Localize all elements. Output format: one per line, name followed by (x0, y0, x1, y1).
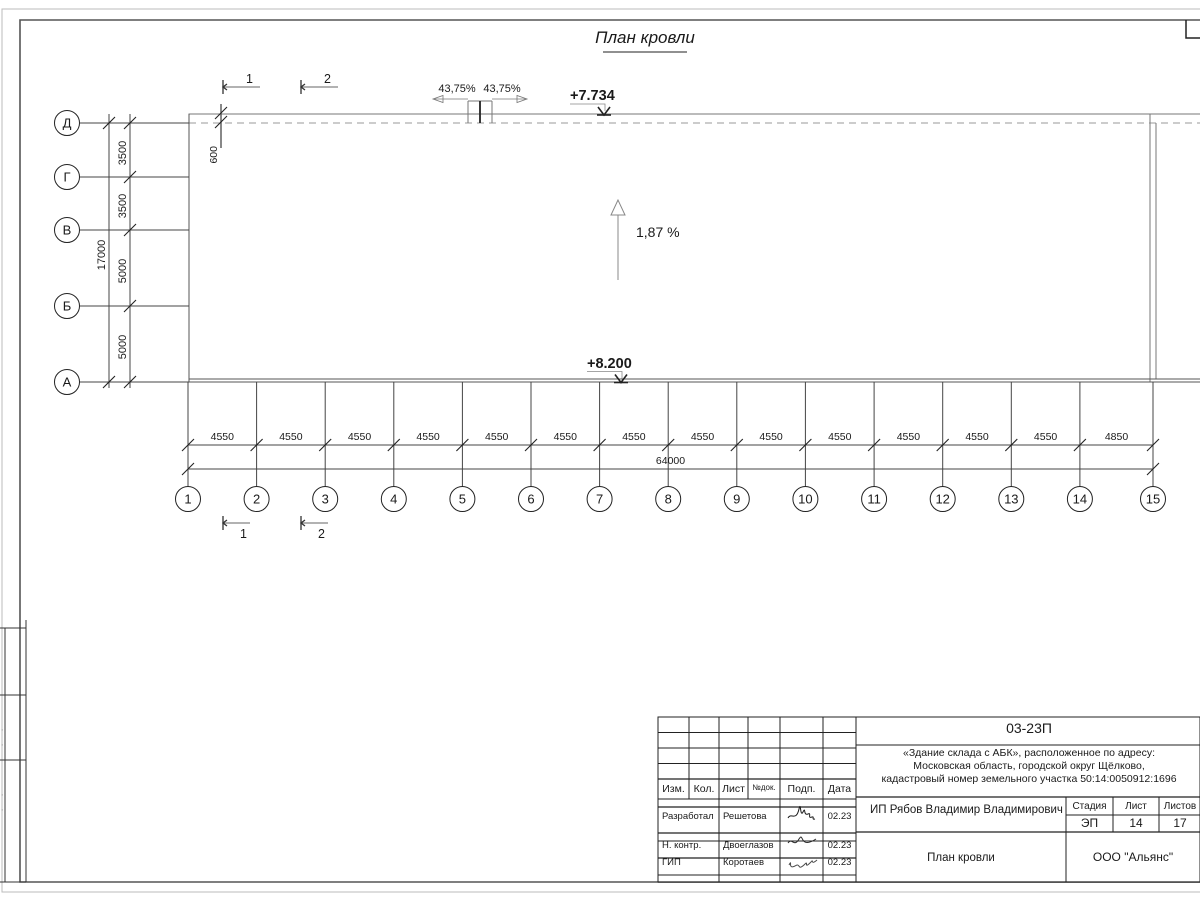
svg-text::: : (0, 809, 5, 811)
svg-text::: : (0, 729, 5, 731)
svg-text:2: 2 (253, 492, 260, 507)
svg-text:5000: 5000 (117, 335, 129, 359)
svg-text:План кровли: План кровли (927, 852, 995, 864)
svg-text:+8.200: +8.200 (587, 356, 632, 372)
svg-text:Листов: Листов (1164, 801, 1197, 812)
svg-text:Двоеглазов: Двоеглазов (723, 840, 774, 851)
svg-text:9: 9 (733, 492, 740, 507)
svg-text:Подп.: Подп. (788, 783, 816, 795)
svg-text:Г: Г (63, 170, 70, 185)
svg-text:Н. контр.: Н. контр. (662, 840, 701, 851)
svg-text:ООО "Альянс": ООО "Альянс" (1093, 850, 1173, 864)
svg-text:4: 4 (390, 492, 397, 507)
svg-text:Изм.: Изм. (662, 783, 685, 795)
svg-text:3500: 3500 (117, 194, 129, 218)
svg-text:4550: 4550 (828, 431, 852, 443)
svg-text:2: 2 (324, 72, 331, 86)
svg-text:13: 13 (1004, 492, 1018, 507)
svg-text:4550: 4550 (348, 431, 372, 443)
svg-text:14: 14 (1129, 816, 1143, 830)
svg-text:17: 17 (1173, 816, 1187, 830)
svg-text:Московская область, городской: Московская область, городской округ Щёлк… (913, 760, 1145, 772)
svg-text:ЭП: ЭП (1081, 816, 1098, 830)
svg-text:4550: 4550 (1034, 431, 1058, 443)
svg-text:А: А (63, 375, 72, 390)
svg-text:В: В (63, 223, 72, 238)
svg-text:600: 600 (208, 146, 220, 164)
svg-text:Д: Д (63, 116, 72, 131)
svg-text:4550: 4550 (211, 431, 235, 443)
svg-text:5000: 5000 (117, 259, 129, 283)
svg-text:4550: 4550 (691, 431, 715, 443)
svg-text:1: 1 (246, 72, 253, 86)
svg-text:Кол.: Кол. (694, 783, 715, 795)
svg-text:4550: 4550 (485, 431, 509, 443)
svg-text:1,87 %: 1,87 % (636, 224, 680, 240)
svg-text:1: 1 (184, 492, 191, 507)
svg-text:14: 14 (1073, 492, 1087, 507)
svg-text:10: 10 (798, 492, 812, 507)
svg-text:Разработал: Разработал (662, 811, 714, 822)
svg-text:15: 15 (1146, 492, 1160, 507)
svg-text:02.23: 02.23 (828, 840, 852, 851)
svg-text:Стадия: Стадия (1072, 801, 1106, 812)
svg-text:1: 1 (240, 527, 247, 541)
svg-text:4550: 4550 (965, 431, 989, 443)
svg-text:+7.734: +7.734 (570, 88, 615, 104)
svg-text::: : (0, 744, 5, 746)
svg-text:6: 6 (527, 492, 534, 507)
svg-text:43,75%: 43,75% (438, 83, 476, 95)
svg-text:03-23П: 03-23П (1006, 720, 1052, 736)
svg-text:3: 3 (322, 492, 329, 507)
svg-text:64000: 64000 (656, 455, 685, 467)
svg-text:4550: 4550 (279, 431, 303, 443)
svg-text:Лист: Лист (1125, 801, 1147, 812)
svg-text:4550: 4550 (554, 431, 578, 443)
svg-text:3500: 3500 (117, 141, 129, 165)
svg-text:Лист: Лист (722, 783, 745, 795)
svg-text::: : (0, 794, 5, 796)
svg-text:ГИП: ГИП (662, 857, 681, 868)
svg-text:7: 7 (596, 492, 603, 507)
svg-text:2: 2 (318, 527, 325, 541)
svg-text:«Здание склада с АБК», располо: «Здание склада с АБК», расположенное по … (903, 747, 1155, 759)
svg-text:План кровли: План кровли (595, 28, 695, 47)
svg-text:17000: 17000 (96, 240, 108, 271)
svg-text:4850: 4850 (1105, 431, 1129, 443)
svg-text:ИП Рябов Владимир Владимирович: ИП Рябов Владимир Владимирович (870, 804, 1063, 816)
svg-text:4550: 4550 (622, 431, 646, 443)
svg-text:8: 8 (665, 492, 672, 507)
svg-text:Б: Б (63, 299, 72, 314)
svg-text:кадастровый номер земельного у: кадастровый номер земельного участка 50:… (881, 773, 1176, 785)
svg-text:Дата: Дата (828, 783, 851, 795)
svg-text:5: 5 (459, 492, 466, 507)
svg-text:4550: 4550 (759, 431, 783, 443)
svg-text:12: 12 (935, 492, 949, 507)
svg-text:№док.: №док. (752, 783, 775, 792)
svg-text:Решетова: Решетова (723, 811, 767, 822)
svg-text:02.23: 02.23 (828, 857, 852, 868)
svg-text:11: 11 (867, 492, 881, 507)
svg-text:Коротаев: Коротаев (723, 857, 764, 868)
svg-text:02.23: 02.23 (828, 811, 852, 822)
svg-text:4550: 4550 (897, 431, 921, 443)
svg-text:43,75%: 43,75% (483, 83, 521, 95)
svg-text:4550: 4550 (416, 431, 440, 443)
